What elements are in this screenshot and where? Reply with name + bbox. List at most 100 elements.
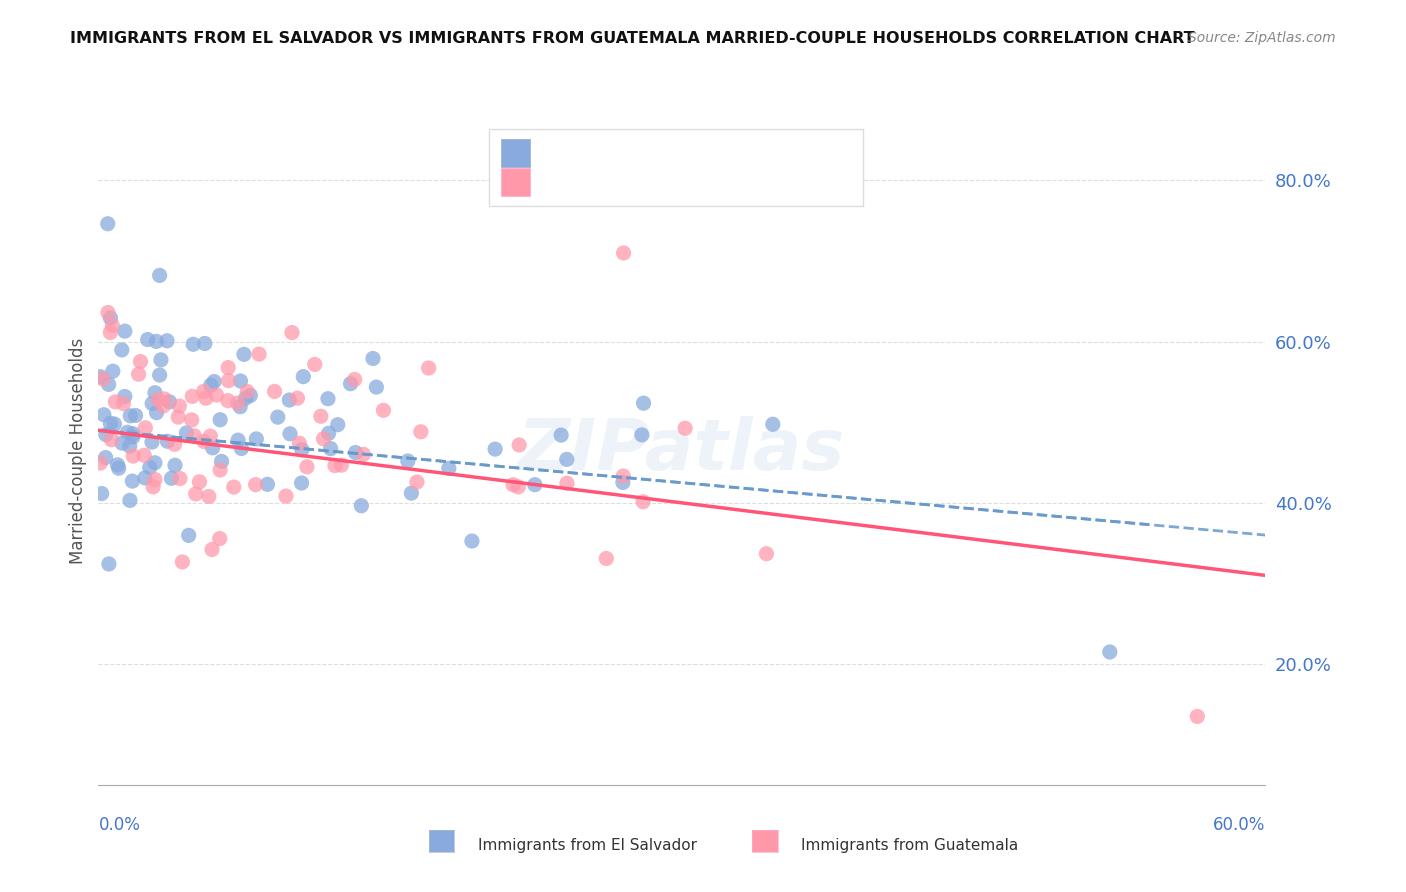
Point (229, 400, 252, 414)
Point (418, 361, 440, 376)
Point (94, 427, 117, 442)
Point (762, 417, 785, 432)
Point (319, 442, 342, 456)
Text: Immigrants from El Salvador: Immigrants from El Salvador (478, 838, 697, 854)
Point (104, 395, 127, 409)
Point (111, 436, 134, 450)
Bar (501, 168, 530, 196)
Point (278, 426, 301, 441)
Point (141, 396, 163, 410)
Point (181, 389, 204, 403)
Point (288, 436, 311, 450)
Point (352, 447, 374, 461)
Y-axis label: Married-couple Households: Married-couple Households (69, 337, 87, 564)
Point (90, 486, 112, 500)
Point (101, 364, 124, 378)
Text: Immigrants from Guatemala: Immigrants from Guatemala (801, 838, 1019, 854)
Point (172, 555, 194, 569)
Point (114, 324, 136, 338)
Point (188, 475, 211, 489)
Point (142, 480, 165, 494)
Point (555, 452, 578, 467)
Point (401, 486, 423, 500)
Point (274, 489, 297, 503)
Point (461, 534, 484, 549)
Point (339, 376, 361, 391)
Point (373, 403, 395, 417)
Point (128, 368, 150, 382)
Point (97, 557, 120, 571)
Point (149, 268, 172, 283)
Text: N = 89: N = 89 (706, 146, 768, 164)
Point (112, 397, 135, 411)
Point (200, 378, 222, 392)
Point (326, 417, 349, 432)
Point (120, 409, 142, 423)
Point (202, 375, 225, 389)
Point (89, 369, 111, 384)
Point (118, 439, 141, 453)
Point (633, 396, 655, 410)
Point (89, 456, 111, 470)
Point (156, 434, 179, 449)
Point (91, 372, 114, 386)
Point (194, 336, 217, 351)
Point (183, 429, 205, 443)
Point (169, 471, 191, 485)
Point (156, 334, 179, 348)
Point (100, 310, 122, 325)
Point (233, 347, 256, 361)
Point (231, 442, 253, 456)
Point (193, 434, 215, 449)
Point (309, 409, 332, 424)
Point (145, 406, 167, 420)
Point (323, 458, 346, 473)
Point (396, 454, 419, 468)
Point (205, 388, 228, 402)
Point (208, 532, 231, 546)
Point (291, 442, 314, 457)
Point (149, 352, 172, 367)
Point (613, 246, 636, 260)
Point (138, 460, 160, 475)
Point (93, 408, 115, 422)
Point (226, 396, 249, 410)
Point (1098, 645, 1121, 659)
Point (100, 433, 122, 447)
Point (263, 384, 285, 399)
Point (290, 475, 312, 490)
Point (100, 417, 122, 431)
Point (122, 430, 145, 444)
Text: IMMIGRANTS FROM EL SALVADOR VS IMMIGRANTS FROM GUATEMALA MARRIED-COUPLE HOUSEHOL: IMMIGRANTS FROM EL SALVADOR VS IMMIGRANT… (70, 31, 1195, 46)
Point (143, 385, 166, 400)
Text: 60.0%: 60.0% (1213, 816, 1265, 834)
Point (129, 354, 152, 368)
Point (193, 384, 215, 399)
Point (239, 388, 262, 402)
Point (209, 413, 232, 427)
Point (484, 442, 506, 456)
Point (247, 347, 270, 361)
Point (508, 480, 530, 494)
Point (134, 471, 156, 485)
Text: N = 73: N = 73 (706, 177, 768, 194)
Point (143, 456, 166, 470)
Point (409, 425, 432, 439)
Bar (501, 139, 530, 168)
Point (344, 445, 367, 459)
Point (304, 358, 326, 372)
Point (98, 326, 121, 340)
Point (612, 469, 634, 483)
Text: 0.0%: 0.0% (98, 816, 141, 834)
Point (153, 392, 176, 406)
Point (169, 399, 191, 413)
Point (673, 421, 696, 435)
Point (361, 351, 384, 366)
Text: R = -0.235: R = -0.235 (541, 146, 651, 164)
Point (281, 326, 304, 340)
Point (118, 493, 141, 508)
Point (145, 334, 167, 349)
Point (101, 318, 124, 333)
Point (107, 461, 129, 475)
Point (612, 475, 634, 490)
